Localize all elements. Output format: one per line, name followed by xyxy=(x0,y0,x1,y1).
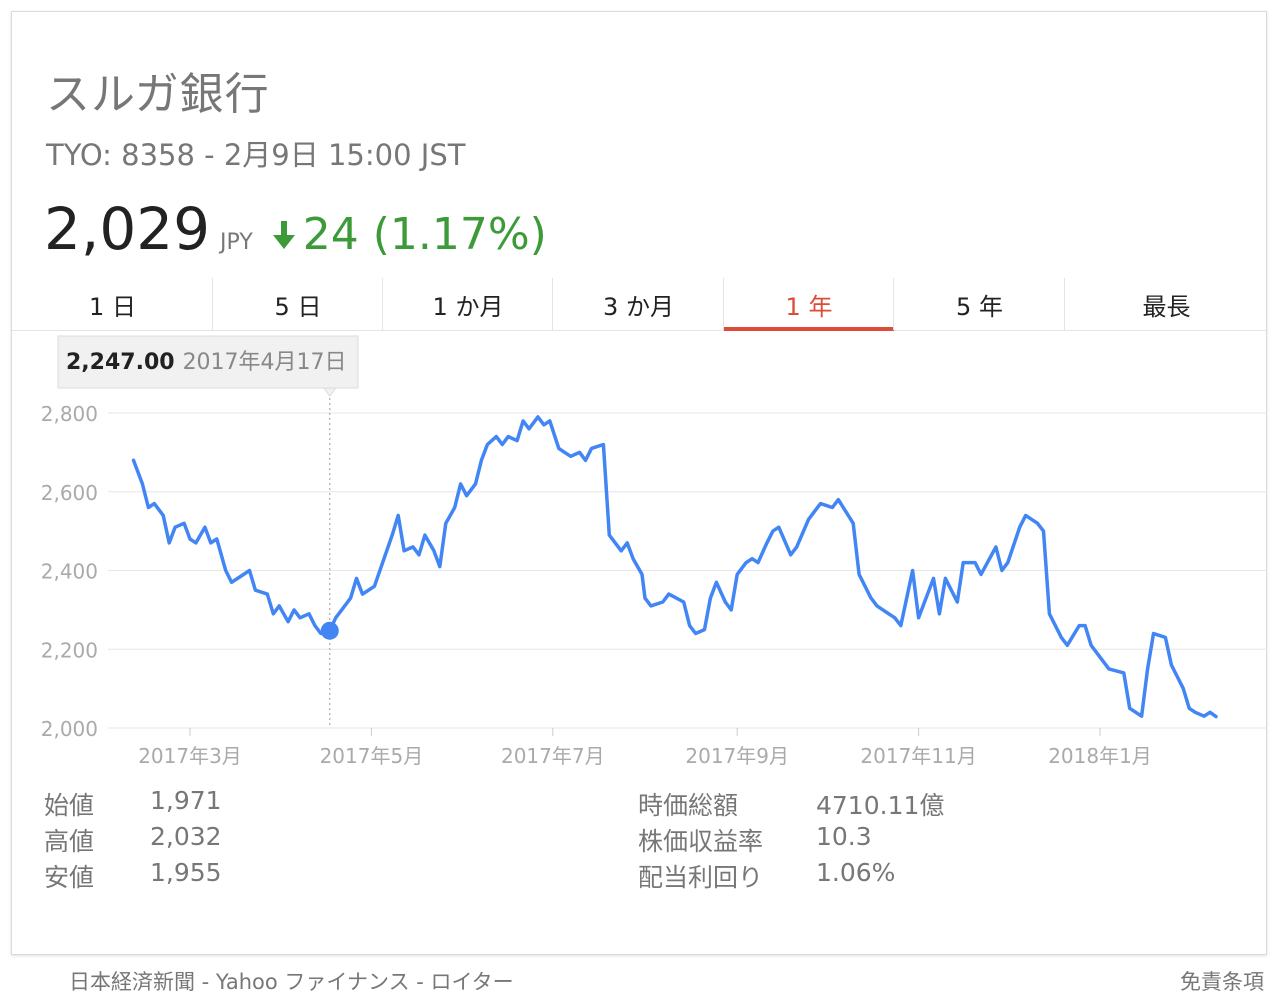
stat-value: 2,032 xyxy=(150,822,222,851)
data-sources[interactable]: 日本経済新聞 - Yahoo ファイナンス - ロイター xyxy=(69,970,514,994)
stats-left: 始値 1,971 高値 2,032 安値 1,955 xyxy=(44,786,222,894)
disclaimer-link[interactable]: 免責条項 xyxy=(1180,970,1264,994)
x-tick-label: 2018年1月 xyxy=(1048,744,1152,768)
stat-row-high: 高値 2,032 xyxy=(44,822,222,858)
x-tick-label: 2017年3月 xyxy=(138,744,242,768)
tooltip-date: 2017年4月17日 xyxy=(183,350,347,375)
tab-max[interactable]: 最長 xyxy=(1065,278,1268,330)
tab-label: 1 年 xyxy=(785,292,833,321)
y-tick-label: 2,000 xyxy=(41,717,98,741)
stat-row-market-cap: 時価総額 4710.11億 xyxy=(638,786,944,822)
x-tick-label: 2017年5月 xyxy=(320,744,424,768)
tooltip-text: 2,247.00 2017年4月17日 xyxy=(66,350,347,375)
y-tick-label: 2,800 xyxy=(41,402,98,426)
tab-label: 3 か月 xyxy=(603,292,674,321)
stat-row-open: 始値 1,971 xyxy=(44,786,222,822)
currency-label: JPY xyxy=(220,230,253,255)
tab-3-month[interactable]: 3 か月 xyxy=(553,278,724,330)
stat-value: 1,955 xyxy=(150,858,222,887)
price-change-value: 24 (1.17%) xyxy=(302,209,547,260)
tooltip-box xyxy=(57,335,359,389)
tooltip-value: 2,247.00 xyxy=(66,350,175,375)
x-tick-label: 2017年9月 xyxy=(685,744,789,768)
tab-1-year[interactable]: 1 年 xyxy=(724,278,894,331)
range-tabs: 1 日 5 日 1 か月 3 か月 1 年 5 年 最長 xyxy=(12,278,1268,331)
tooltip-pointer xyxy=(322,387,337,397)
tab-1-month[interactable]: 1 か月 xyxy=(383,278,553,330)
tab-5-year[interactable]: 5 年 xyxy=(894,278,1065,330)
price-row: 2,029 JPY 24 (1.17%) xyxy=(44,195,547,263)
stat-row-low: 安値 1,955 xyxy=(44,858,222,894)
stat-value: 10.3 xyxy=(816,822,872,851)
stat-label: 始値 xyxy=(44,791,95,820)
stat-value: 4710.11億 xyxy=(816,791,945,820)
x-tick-label: 2017年11月 xyxy=(860,744,976,768)
stat-row-pe-ratio: 株価収益率 10.3 xyxy=(638,822,944,858)
y-tick-label: 2,400 xyxy=(41,560,98,584)
price-chart[interactable]: 2,800 2,600 2,400 2,200 2,000 2017年3月 2017年5月 2… xyxy=(0,0,1280,790)
arrow-down-icon xyxy=(272,221,295,249)
stat-value: 1.06% xyxy=(816,858,896,887)
tab-label: 1 日 xyxy=(89,292,136,321)
ticker-timestamp: TYO: 8358 - 2月9日 15:00 JST xyxy=(46,138,466,172)
tab-5-day[interactable]: 5 日 xyxy=(213,278,383,330)
tab-1-day[interactable]: 1 日 xyxy=(12,278,213,330)
y-tick-label: 2,200 xyxy=(41,638,98,662)
tab-label: 5 年 xyxy=(956,292,1003,321)
x-tick-label: 2017年7月 xyxy=(501,744,605,768)
tab-label: 1 か月 xyxy=(432,292,504,321)
current-price: 2,029 xyxy=(44,195,211,263)
hover-point xyxy=(320,621,339,640)
stats-right: 時価総額 4710.11億 株価収益率 10.3 配当利回り 1.06% xyxy=(638,786,944,894)
stat-label: 高値 xyxy=(44,827,95,856)
company-name: スルガ銀行 xyxy=(46,69,270,120)
price-change: 24 (1.17%) xyxy=(271,209,547,260)
stat-value: 1,971 xyxy=(150,786,222,815)
stat-label: 株価収益率 xyxy=(638,827,764,856)
tab-label: 5 日 xyxy=(274,292,322,321)
y-tick-label: 2,600 xyxy=(41,481,98,505)
tab-label: 最長 xyxy=(1142,292,1191,321)
stat-label: 安値 xyxy=(44,863,95,892)
stat-label: 時価総額 xyxy=(638,791,739,820)
stat-row-dividend-yield: 配当利回り 1.06% xyxy=(638,858,944,894)
price-series-line xyxy=(131,415,1218,719)
stat-label: 配当利回り xyxy=(638,863,764,892)
stock-card: スルガ銀行 TYO: 8358 - 2月9日 15:00 JST 2,029 J… xyxy=(11,11,1268,955)
